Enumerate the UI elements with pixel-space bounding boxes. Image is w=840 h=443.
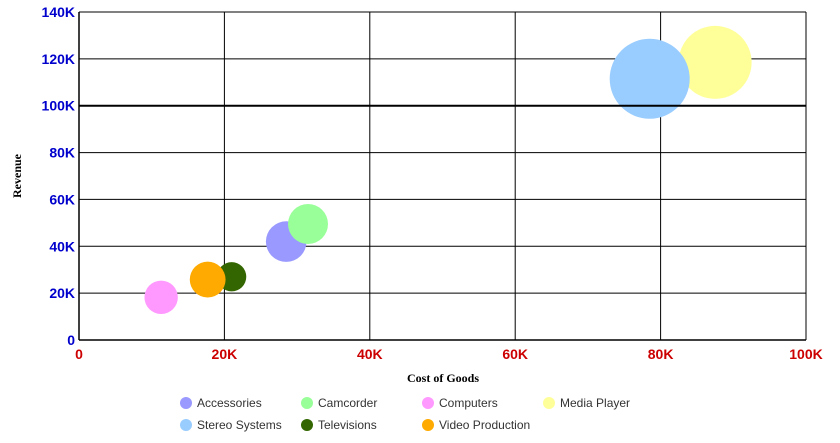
y-tick-labels: 0 20K 40K 60K 80K 100K 120K 140K [42,4,76,348]
y-tick-label: 60K [49,191,75,207]
legend-item-stereo-systems: Stereo Systems [180,418,282,432]
legend-label: Stereo Systems [197,418,282,432]
y-tick-label: 40K [49,238,75,254]
legend-item-media-player: Media Player [543,396,630,410]
legend-swatch [301,397,313,409]
x-tick-label: 100K [789,346,822,362]
bubble-stereo-systems [609,38,690,119]
legend-item-camcorder: Camcorder [301,396,377,410]
legend-label: Video Production [439,418,530,432]
x-tick-label: 0 [75,346,83,362]
legend: Accessories Camcorder Computers Media Playe… [180,396,630,432]
legend-item-televisions: Televisions [301,418,377,432]
legend-swatch [422,419,434,431]
legend-label: Camcorder [318,396,377,410]
legend-label: Media Player [560,396,630,410]
bubble-camcorder [288,204,329,245]
legend-swatch [543,397,555,409]
bubbles [144,25,752,315]
legend-label: Accessories [197,396,262,410]
legend-item-accessories: Accessories [180,396,262,410]
x-tick-label: 80K [648,346,674,362]
x-tick-label: 20K [212,346,238,362]
legend-label: Televisions [318,418,377,432]
legend-swatch [180,397,192,409]
y-tick-label: 20K [49,285,75,301]
legend-swatch [422,397,434,409]
legend-label: Computers [439,396,498,410]
y-axis-title: Revenue [10,153,24,198]
y-tick-label: 120K [42,51,75,67]
x-tick-label: 60K [502,346,528,362]
legend-swatch [180,419,192,431]
x-tick-label: 40K [357,346,383,362]
axes [78,12,806,341]
bubble-video-production [189,261,226,298]
y-tick-label: 140K [42,4,75,20]
bubble-computers [144,280,178,315]
legend-swatch [301,419,313,431]
y-tick-label: 0 [67,332,75,348]
x-tick-labels: 0 20K 40K 60K 80K 100K [75,346,823,362]
x-axis-title: Cost of Goods [407,371,479,385]
legend-item-video-production: Video Production [422,418,530,432]
y-tick-label: 100K [42,98,75,114]
bubble-media-player [678,25,752,99]
y-tick-label: 80K [49,145,75,161]
legend-item-computers: Computers [422,396,498,410]
